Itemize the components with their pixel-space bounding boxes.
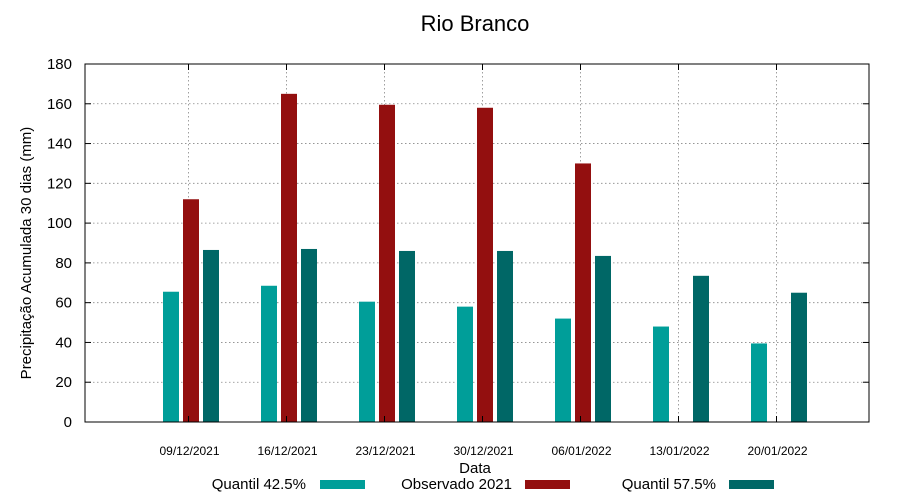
y-tick-label: 140 <box>47 136 72 153</box>
bar <box>575 163 591 422</box>
y-tick-label: 180 <box>47 56 72 73</box>
bar <box>183 199 199 422</box>
bar <box>595 255 611 422</box>
legend-label: Quantil 42.5% <box>212 476 306 493</box>
bar <box>653 326 669 422</box>
x-tick-label: 09/12/2021 <box>159 444 219 458</box>
x-tick-label: 13/01/2022 <box>649 444 709 458</box>
bar <box>497 250 513 422</box>
bar <box>555 318 571 422</box>
legend-swatch <box>525 480 570 489</box>
legend-label: Quantil 57.5% <box>622 476 716 493</box>
y-tick-label: 120 <box>47 175 72 192</box>
plot-frame <box>84 63 870 423</box>
y-tick-label: 160 <box>47 96 72 113</box>
y-tick-label: 40 <box>55 334 72 351</box>
y-tick-label: 20 <box>55 374 72 391</box>
bar <box>163 291 179 422</box>
bar <box>261 285 277 422</box>
bar <box>693 275 709 422</box>
x-tick-label: 06/01/2022 <box>551 444 611 458</box>
x-axis-label: Data <box>459 460 491 477</box>
x-axis: 09/12/2021 16/12/2021 23/12/2021 30/12/2021… <box>159 64 808 458</box>
y-tick-label: 100 <box>47 215 72 232</box>
bar <box>359 301 375 422</box>
x-tick-label: 30/12/2021 <box>453 444 513 458</box>
y-tick-label: 80 <box>55 255 72 272</box>
bar <box>477 107 493 422</box>
x-tick-label: 16/12/2021 <box>257 444 317 458</box>
bar <box>457 306 473 422</box>
y-tick-label: 0 <box>64 414 72 431</box>
y-tick-label: 60 <box>55 295 72 312</box>
chart-title: Rio Branco <box>421 11 530 36</box>
x-tick-label: 23/12/2021 <box>355 444 415 458</box>
bar <box>379 104 395 423</box>
bar <box>281 93 297 422</box>
bar <box>791 292 807 422</box>
y-axis-label: Precipitação Acumulada 30 dias (mm) <box>18 127 35 380</box>
bar <box>301 248 317 422</box>
legend-swatch <box>320 480 365 489</box>
bar <box>399 250 415 422</box>
legend-swatch <box>729 480 774 489</box>
x-tick-label: 20/01/2022 <box>747 444 807 458</box>
bars <box>163 93 807 423</box>
bar <box>751 343 767 422</box>
y-axis: 0 20 40 60 80 100 120 140 160 180 <box>47 56 869 431</box>
legend: Quantil 42.5% Observado 2021 Quantil 57.5% <box>212 476 774 493</box>
bar <box>203 249 219 422</box>
legend-label: Observado 2021 <box>401 476 512 493</box>
